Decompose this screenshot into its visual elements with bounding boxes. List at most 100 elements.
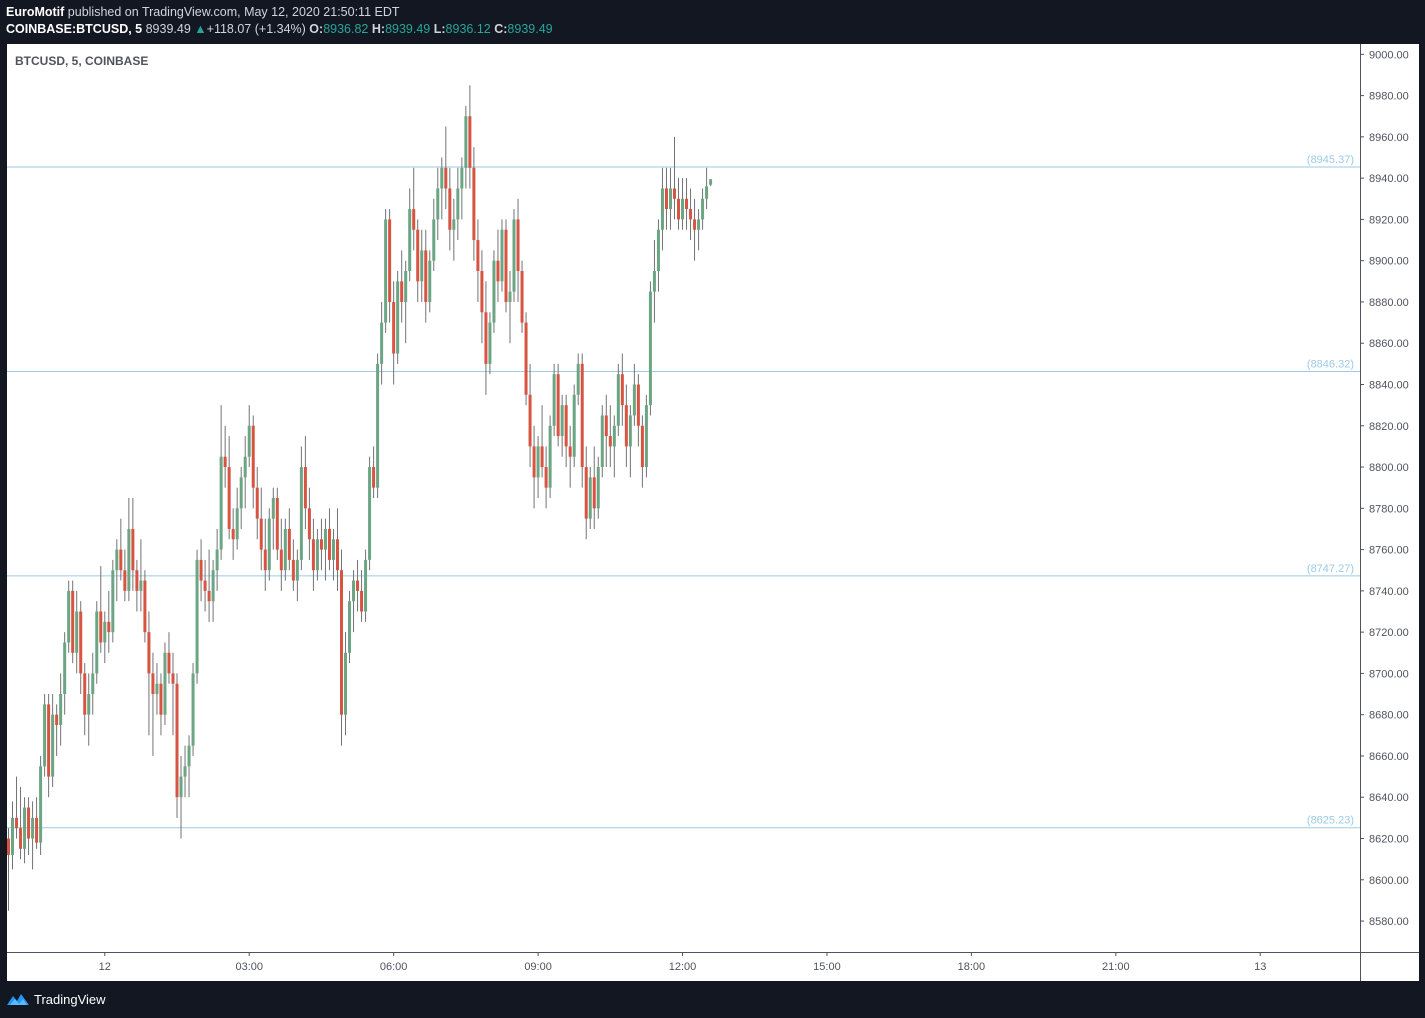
candle-body	[123, 570, 127, 591]
open-label: O:	[309, 22, 324, 36]
candle-body	[588, 477, 592, 519]
candle-body	[219, 456, 223, 550]
candle-body	[348, 601, 352, 653]
high-value: 8939.49	[385, 22, 431, 36]
candle-body	[693, 219, 697, 230]
candle-body	[552, 374, 556, 426]
candle-body	[604, 415, 608, 437]
candle-body	[287, 528, 291, 560]
published-text: published on TradingView.com, May 12, 20…	[64, 5, 400, 19]
candlestick-chart[interactable]: 9000.00 8980.00 8960.00 8940.00 8920.00 8900.…	[7, 44, 1419, 981]
candle-body	[167, 652, 171, 674]
candle-body	[151, 673, 155, 695]
candle-body	[384, 219, 388, 323]
candle-body	[299, 467, 303, 560]
candle-body	[532, 446, 536, 478]
candle-body	[279, 549, 283, 571]
candle-body	[436, 188, 440, 220]
candle-body	[163, 652, 167, 715]
candle-body	[107, 621, 111, 633]
candle-body	[19, 828, 23, 849]
candle-body	[608, 436, 612, 447]
candle-body	[135, 570, 139, 591]
candle-body	[500, 229, 504, 282]
publish-info: EuroMotif published on TradingView.com, …	[6, 5, 400, 19]
candle-body	[685, 198, 689, 210]
price-tick-label: 8740.00	[1369, 586, 1409, 598]
candle-body	[35, 817, 39, 843]
low-value: 8936.12	[445, 22, 491, 36]
candle-body	[672, 188, 676, 199]
candle-body	[39, 766, 43, 843]
candle-body	[11, 817, 15, 856]
candle-body	[392, 301, 396, 354]
price-tick-label: 8940.00	[1369, 173, 1409, 185]
candle-body	[464, 116, 468, 168]
candle-body	[372, 467, 376, 488]
candle-body	[303, 467, 307, 509]
time-tick-label: 12	[99, 961, 111, 973]
candle-body	[311, 539, 315, 571]
level-label: (8945.37)	[1307, 154, 1354, 166]
candle-body	[472, 167, 476, 241]
candle-body	[55, 714, 59, 725]
candle-body	[576, 363, 580, 395]
time-tick-label: 15:00	[813, 961, 841, 973]
candle-body	[480, 271, 484, 313]
candle-body	[592, 477, 596, 509]
candle-body	[656, 229, 660, 271]
price-tick-label: 8780.00	[1369, 503, 1409, 515]
tradingview-brand[interactable]: TradingView	[34, 992, 106, 1007]
candle-body	[23, 807, 27, 849]
candle-body	[524, 322, 528, 395]
candle-body	[540, 446, 544, 468]
candle-body	[484, 312, 488, 364]
candle-body	[572, 394, 576, 457]
symbol-label[interactable]: COINBASE:BTCUSD, 5	[6, 22, 143, 36]
candle-body	[319, 539, 323, 550]
candle-body	[412, 209, 416, 230]
symbol-quote-line: COINBASE:BTCUSD, 5 8939.49 ▲+118.07 (+1.…	[6, 22, 553, 36]
candle-body	[677, 198, 681, 220]
candle-body	[283, 528, 287, 571]
candle-body	[596, 467, 600, 509]
candle-body	[488, 322, 492, 364]
level-label: (8747.27)	[1307, 563, 1354, 575]
low-label: L:	[433, 22, 446, 36]
candle-body	[400, 281, 404, 302]
candle-body	[71, 590, 75, 653]
candle-body	[47, 704, 51, 777]
candle-body	[512, 219, 516, 292]
candle-body	[155, 683, 159, 695]
candle-body	[644, 405, 648, 468]
price-tick-label: 8900.00	[1369, 256, 1409, 268]
candle-body	[295, 559, 299, 581]
candle-body	[548, 425, 552, 488]
candle-body	[51, 714, 55, 777]
candle-body	[15, 817, 19, 829]
candle-body	[468, 116, 472, 168]
author-name[interactable]: EuroMotif	[6, 5, 65, 19]
candle-body	[143, 580, 147, 633]
price-tick-label: 8700.00	[1369, 668, 1409, 680]
candle-body	[352, 580, 356, 602]
candle-body	[648, 291, 652, 406]
price-tick-label: 8880.00	[1369, 297, 1409, 309]
candle-body	[95, 611, 99, 674]
candle-body	[31, 817, 35, 839]
price-tick-label: 8920.00	[1369, 214, 1409, 226]
candle-body	[640, 425, 644, 468]
candle-body	[564, 405, 568, 447]
candle-body	[267, 518, 271, 571]
time-tick-label: 18:00	[958, 961, 986, 973]
candle-body	[396, 281, 400, 354]
candle-body	[27, 807, 31, 839]
candle-body	[203, 580, 207, 591]
candle-body	[709, 179, 713, 185]
candle-body	[600, 415, 604, 468]
time-tick-label: 13	[1254, 961, 1266, 973]
chart-area[interactable]: 9000.00 8980.00 8960.00 8940.00 8920.00 8900.…	[7, 44, 1419, 981]
candle-body	[660, 188, 664, 230]
candle-body	[701, 198, 705, 220]
candle-body	[516, 219, 520, 271]
